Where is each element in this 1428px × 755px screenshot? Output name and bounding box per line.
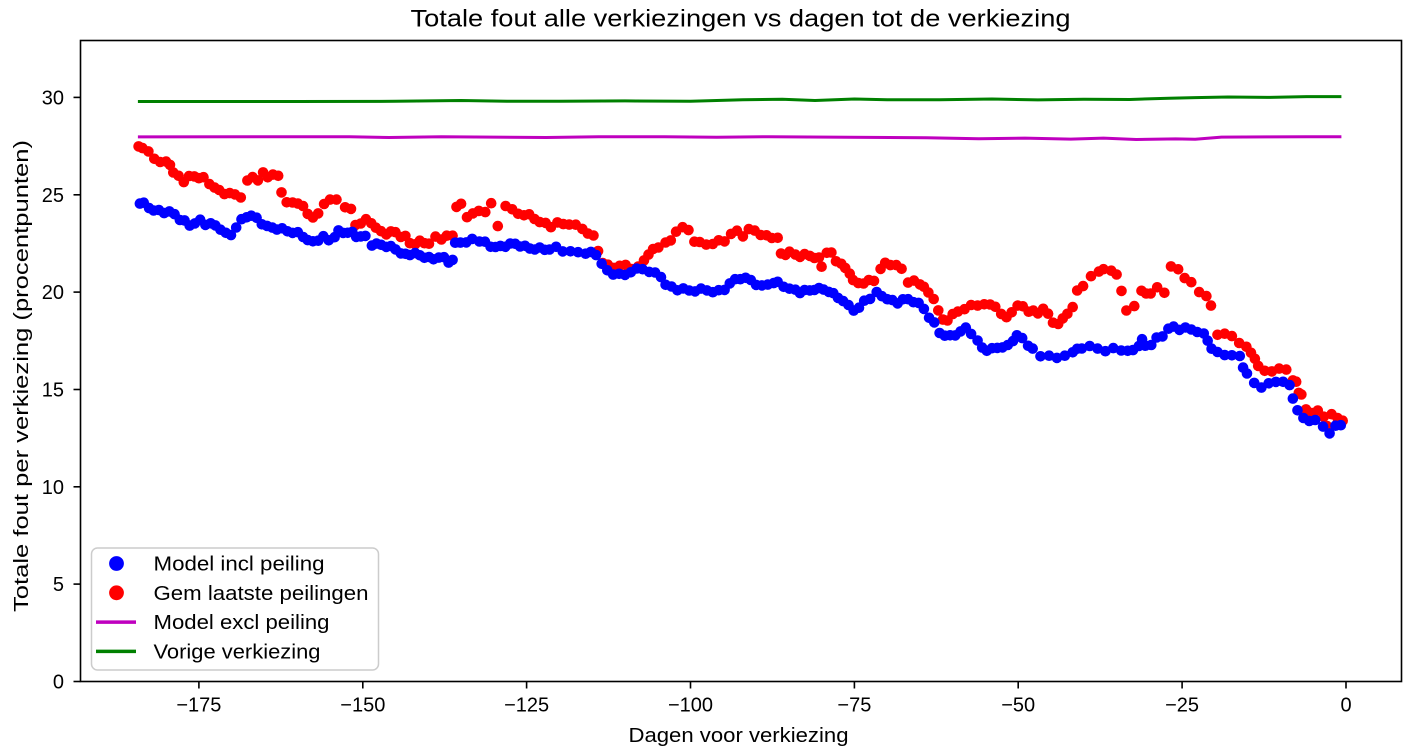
svg-text:30: 30: [42, 87, 64, 109]
svg-text:−50: −50: [1001, 695, 1035, 717]
svg-text:−175: −175: [176, 695, 221, 717]
svg-text:10: 10: [42, 477, 64, 499]
svg-text:−75: −75: [837, 695, 871, 717]
svg-text:0: 0: [53, 672, 64, 694]
svg-text:−125: −125: [504, 695, 549, 717]
svg-text:Vorige verkiezing: Vorige verkiezing: [154, 641, 321, 663]
svg-text:−100: −100: [668, 695, 713, 717]
svg-text:−150: −150: [340, 695, 385, 717]
svg-text:20: 20: [42, 282, 64, 304]
svg-text:Gem laatste peilingen: Gem laatste peilingen: [154, 583, 369, 605]
svg-text:Model excl peiling: Model excl peiling: [154, 612, 330, 634]
svg-text:5: 5: [53, 574, 64, 596]
svg-text:Totale fout per verkiezing (pr: Totale fout per verkiezing (procentpunte…: [11, 140, 33, 612]
svg-text:Model incl peiling: Model incl peiling: [154, 554, 325, 576]
svg-text:−25: −25: [1165, 695, 1199, 717]
svg-text:15: 15: [42, 380, 64, 402]
svg-text:25: 25: [42, 185, 64, 207]
svg-text:0: 0: [1340, 695, 1351, 717]
svg-text:Dagen voor verkiezing: Dagen voor verkiezing: [629, 725, 849, 747]
svg-text:Totale fout alle verkiezingen: Totale fout alle verkiezingen vs dagen t…: [411, 6, 1071, 33]
